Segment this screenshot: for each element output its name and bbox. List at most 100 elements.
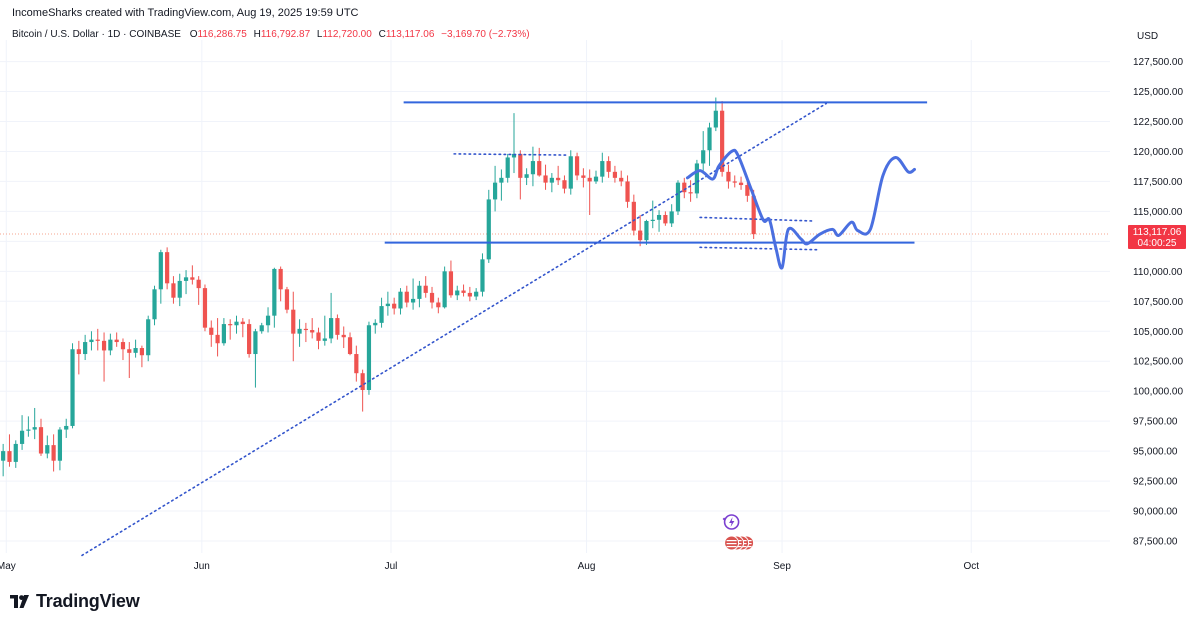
candle-down[interactable] [95, 339, 100, 341]
projected_low-line[interactable] [699, 246, 821, 251]
candle-down[interactable] [354, 354, 359, 374]
candle-up[interactable] [158, 252, 163, 290]
candle-down[interactable] [7, 451, 12, 462]
candle-up[interactable] [474, 291, 479, 297]
drawings-layer[interactable] [81, 101, 928, 557]
candle-down[interactable] [404, 291, 409, 303]
candle-up[interactable] [701, 150, 706, 164]
candle-down[interactable] [467, 292, 472, 297]
candle-down[interactable] [114, 339, 119, 343]
candle-up[interactable] [259, 325, 264, 332]
candle-up[interactable] [322, 338, 327, 341]
candle-up[interactable] [366, 325, 372, 390]
lightning-event-icon[interactable] [722, 514, 740, 530]
candle-up[interactable] [442, 271, 447, 308]
candle-down[interactable] [316, 332, 321, 341]
candle-down[interactable] [202, 288, 208, 328]
candle-down[interactable] [247, 324, 252, 355]
candle-up[interactable] [486, 199, 491, 260]
candle-up[interactable] [675, 182, 681, 212]
us-flag-event-icon[interactable] [724, 535, 755, 551]
breakdown_level-line[interactable] [699, 216, 815, 222]
candle-down[interactable] [619, 177, 624, 182]
candle-down[interactable] [303, 328, 308, 331]
candle-down[interactable] [436, 302, 441, 308]
candle-up[interactable] [530, 161, 536, 175]
candle-down[interactable] [448, 271, 454, 296]
candle-up[interactable] [549, 177, 554, 183]
candle-up[interactable] [492, 182, 498, 200]
candle-up[interactable] [379, 306, 384, 323]
candle-up[interactable] [133, 348, 138, 353]
candle-up[interactable] [713, 110, 718, 128]
candle-down[interactable] [341, 334, 346, 338]
candle-up[interactable] [385, 303, 390, 307]
candle-up[interactable] [152, 289, 157, 320]
candle-up[interactable] [694, 163, 700, 194]
candle-down[interactable] [581, 175, 586, 178]
candle-down[interactable] [562, 180, 567, 189]
candle-up[interactable] [13, 443, 18, 462]
candle-down[interactable] [556, 177, 561, 181]
candle-up[interactable] [499, 177, 504, 183]
candle-down[interactable] [429, 292, 435, 303]
candle-up[interactable] [455, 290, 460, 296]
candle-down[interactable] [625, 181, 630, 202]
candle-down[interactable] [360, 373, 365, 390]
candle-down[interactable] [638, 230, 643, 241]
candle-up[interactable] [410, 298, 416, 303]
candle-down[interactable] [392, 303, 397, 309]
candle-up[interactable] [108, 339, 113, 351]
candle-down[interactable] [720, 110, 725, 172]
candle-down[interactable] [284, 289, 290, 310]
candle-down[interactable] [732, 181, 737, 183]
candle-down[interactable] [663, 214, 668, 224]
candle-up[interactable] [70, 349, 75, 426]
candle-up[interactable] [644, 220, 649, 241]
candles-layer[interactable] [1, 97, 756, 477]
candle-up[interactable] [329, 318, 334, 339]
candle-up[interactable] [593, 176, 599, 182]
candle-down[interactable] [101, 340, 107, 351]
candle-up[interactable] [45, 445, 50, 454]
candle-down[interactable] [612, 171, 618, 178]
candle-down[interactable] [196, 279, 201, 289]
candle-up[interactable] [656, 214, 662, 220]
candle-up[interactable] [89, 339, 94, 343]
range_top-line[interactable] [453, 153, 569, 156]
candle-down[interactable] [209, 327, 214, 335]
candle-down[interactable] [335, 318, 340, 335]
candle-down[interactable] [587, 177, 592, 182]
candle-up[interactable] [417, 285, 422, 299]
price_projection-path[interactable] [685, 148, 916, 270]
candle-up[interactable] [669, 211, 674, 224]
candle-down[interactable] [240, 321, 245, 325]
candle-up[interactable] [297, 328, 302, 334]
candle-up[interactable] [524, 174, 529, 178]
tradingview-footer[interactable]: TradingView [10, 591, 140, 612]
candle-up[interactable] [568, 156, 573, 189]
candle-down[interactable] [190, 277, 195, 280]
candle-up[interactable] [265, 315, 271, 326]
candle-down[interactable] [38, 427, 44, 454]
candle-down[interactable] [215, 334, 220, 344]
candle-down[interactable] [688, 192, 693, 194]
candle-up[interactable] [64, 425, 69, 430]
candle-up[interactable] [707, 127, 712, 151]
candle-down[interactable] [461, 290, 466, 293]
candle-up[interactable] [505, 157, 510, 178]
candle-down[interactable] [631, 201, 636, 231]
candle-down[interactable] [537, 161, 542, 176]
candle-down[interactable] [423, 285, 428, 293]
candle-up[interactable] [177, 280, 182, 298]
candle-down[interactable] [751, 195, 756, 235]
rising_trendline-line[interactable] [81, 102, 827, 557]
candle-down[interactable] [682, 182, 687, 193]
candle-down[interactable] [139, 348, 145, 356]
symbol-title[interactable]: Bitcoin / U.S. Dollar · 1D · COINBASE [12, 29, 181, 40]
candle-up[interactable] [373, 322, 378, 326]
candle-down[interactable] [543, 175, 548, 183]
candle-down[interactable] [347, 337, 353, 355]
candle-down[interactable] [51, 445, 56, 461]
candle-down[interactable] [291, 309, 296, 334]
